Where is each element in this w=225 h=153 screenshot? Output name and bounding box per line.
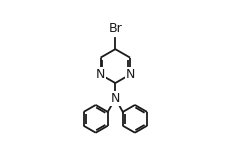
Text: Br: Br xyxy=(109,22,123,35)
Text: N: N xyxy=(125,68,135,81)
Text: N: N xyxy=(96,68,105,81)
Text: N: N xyxy=(111,92,120,105)
